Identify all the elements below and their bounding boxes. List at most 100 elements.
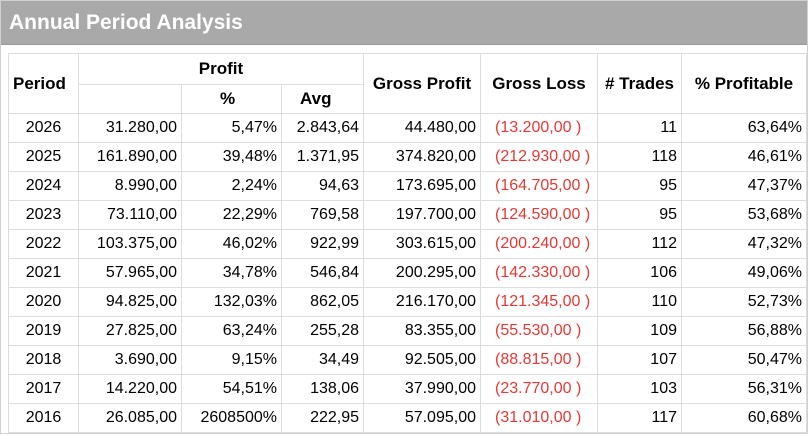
cell-gross-loss: (31.010,00 ) <box>480 403 598 433</box>
cell-profitable: 47,32% <box>681 229 807 259</box>
cell-profit: 103.375,00 <box>78 229 182 259</box>
cell-profit: 31.280,00 <box>78 113 182 143</box>
table-row[interactable]: 2020 94.825,00 132,03% 862,05 216.170,00 (121… <box>8 287 807 317</box>
cell-gross-loss: (13.200,00 ) <box>480 113 598 143</box>
header-period[interactable]: Period <box>8 53 79 114</box>
table-row[interactable]: 2016 26.085,00 2608500% 222,95 57.095,00 (31.… <box>8 403 807 433</box>
cell-gross-loss: (121.345,00 ) <box>480 287 598 317</box>
cell-profitable: 47,37% <box>681 171 807 201</box>
cell-gross-profit: 92.505,00 <box>363 345 481 375</box>
cell-pct: 2608500% <box>181 403 282 433</box>
header-gross-loss[interactable]: Gross Loss <box>480 53 598 114</box>
cell-profit: 94.825,00 <box>78 287 182 317</box>
table-row[interactable]: 2022 103.375,00 46,02% 922,99 303.615,00 (200… <box>8 229 807 259</box>
cell-gross-profit: 197.700,00 <box>363 200 481 230</box>
cell-trades: 112 <box>597 229 682 259</box>
cell-period: 2017 <box>8 374 79 404</box>
cell-profitable: 63,64% <box>681 113 807 143</box>
header-profit-pct[interactable]: % <box>181 84 282 114</box>
header-profitable[interactable]: % Profitable <box>681 53 807 114</box>
cell-trades: 109 <box>597 316 682 346</box>
cell-profit: 57.965,00 <box>78 258 182 288</box>
header-profit-avg[interactable]: Avg <box>281 84 364 114</box>
table-row[interactable]: 2025 161.890,00 39,48% 1.371,95 374.820,00 (2… <box>8 142 807 172</box>
cell-profit: 8.990,00 <box>78 171 182 201</box>
cell-pct: 2,24% <box>181 171 282 201</box>
cell-avg: 2.843,64 <box>281 113 364 143</box>
cell-profit: 26.085,00 <box>78 403 182 433</box>
cell-profitable: 60,68% <box>681 403 807 433</box>
table-row[interactable]: 2026 31.280,00 5,47% 2.843,64 44.480,00 (13.2… <box>8 113 807 143</box>
panel-title: Annual Period Analysis <box>1 1 807 45</box>
table-row[interactable]: 2018 3.690,00 9,15% 34,49 92.505,00 (88.815,0… <box>8 345 807 375</box>
cell-gross-profit: 173.695,00 <box>363 171 481 201</box>
cell-period: 2024 <box>8 171 79 201</box>
cell-trades: 110 <box>597 287 682 317</box>
cell-gross-profit: 57.095,00 <box>363 403 481 433</box>
cell-gross-loss: (200.240,00 ) <box>480 229 598 259</box>
cell-period: 2026 <box>8 113 79 143</box>
table-row[interactable]: 2019 27.825,00 63,24% 255,28 83.355,00 (55.53… <box>8 316 807 346</box>
cell-pct: 22,29% <box>181 200 282 230</box>
cell-period: 2025 <box>8 142 79 172</box>
cell-gross-profit: 374.820,00 <box>363 142 481 172</box>
cell-avg: 546,84 <box>281 258 364 288</box>
cell-trades: 95 <box>597 171 682 201</box>
cell-period: 2023 <box>8 200 79 230</box>
cell-pct: 54,51% <box>181 374 282 404</box>
cell-avg: 769,58 <box>281 200 364 230</box>
header-trades[interactable]: # Trades <box>597 53 682 114</box>
cell-profitable: 50,47% <box>681 345 807 375</box>
cell-period: 2020 <box>8 287 79 317</box>
cell-profitable: 46,61% <box>681 142 807 172</box>
cell-trades: 11 <box>597 113 682 143</box>
cell-avg: 222,95 <box>281 403 364 433</box>
cell-avg: 34,49 <box>281 345 364 375</box>
cell-avg: 922,99 <box>281 229 364 259</box>
cell-pct: 132,03% <box>181 287 282 317</box>
cell-trades: 103 <box>597 374 682 404</box>
cell-profitable: 56,88% <box>681 316 807 346</box>
cell-avg: 1.371,95 <box>281 142 364 172</box>
cell-avg: 862,05 <box>281 287 364 317</box>
cell-profit: 161.890,00 <box>78 142 182 172</box>
cell-gross-loss: (55.530,00 ) <box>480 316 598 346</box>
cell-pct: 46,02% <box>181 229 282 259</box>
cell-gross-loss: (164.705,00 ) <box>480 171 598 201</box>
cell-pct: 5,47% <box>181 113 282 143</box>
cell-profit: 73.110,00 <box>78 200 182 230</box>
cell-profitable: 53,68% <box>681 200 807 230</box>
table-row[interactable]: 2021 57.965,00 34,78% 546,84 200.295,00 (142.… <box>8 258 807 288</box>
cell-trades: 118 <box>597 142 682 172</box>
header-gross-profit[interactable]: Gross Profit <box>363 53 481 114</box>
cell-gross-loss: (212.930,00 ) <box>480 142 598 172</box>
cell-gross-loss: (23.770,00 ) <box>480 374 598 404</box>
table-body: 2026 31.280,00 5,47% 2.843,64 44.480,00 (13.2… <box>8 113 807 433</box>
cell-trades: 107 <box>597 345 682 375</box>
cell-gross-profit: 303.615,00 <box>363 229 481 259</box>
cell-profitable: 52,73% <box>681 287 807 317</box>
period-analysis-table: Period Profit Gross Profit Gross Loss # … <box>8 53 807 433</box>
cell-avg: 138,06 <box>281 374 364 404</box>
cell-gross-loss: (88.815,00 ) <box>480 345 598 375</box>
cell-period: 2019 <box>8 316 79 346</box>
header-profit[interactable]: Profit <box>78 53 364 85</box>
cell-period: 2016 <box>8 403 79 433</box>
table-row[interactable]: 2023 73.110,00 22,29% 769,58 197.700,00 (124.… <box>8 200 807 230</box>
cell-profitable: 49,06% <box>681 258 807 288</box>
cell-avg: 255,28 <box>281 316 364 346</box>
cell-gross-loss: (142.330,00 ) <box>480 258 598 288</box>
cell-profitable: 56,31% <box>681 374 807 404</box>
table-row[interactable]: 2024 8.990,00 2,24% 94,63 173.695,00 (164.705… <box>8 171 807 201</box>
cell-trades: 95 <box>597 200 682 230</box>
header-profit-value <box>78 84 182 114</box>
cell-period: 2018 <box>8 345 79 375</box>
cell-gross-profit: 200.295,00 <box>363 258 481 288</box>
cell-pct: 63,24% <box>181 316 282 346</box>
cell-profit: 3.690,00 <box>78 345 182 375</box>
cell-gross-profit: 37.990,00 <box>363 374 481 404</box>
cell-pct: 39,48% <box>181 142 282 172</box>
table-row[interactable]: 2017 14.220,00 54,51% 138,06 37.990,00 (23.77… <box>8 374 807 404</box>
cell-gross-profit: 216.170,00 <box>363 287 481 317</box>
cell-avg: 94,63 <box>281 171 364 201</box>
